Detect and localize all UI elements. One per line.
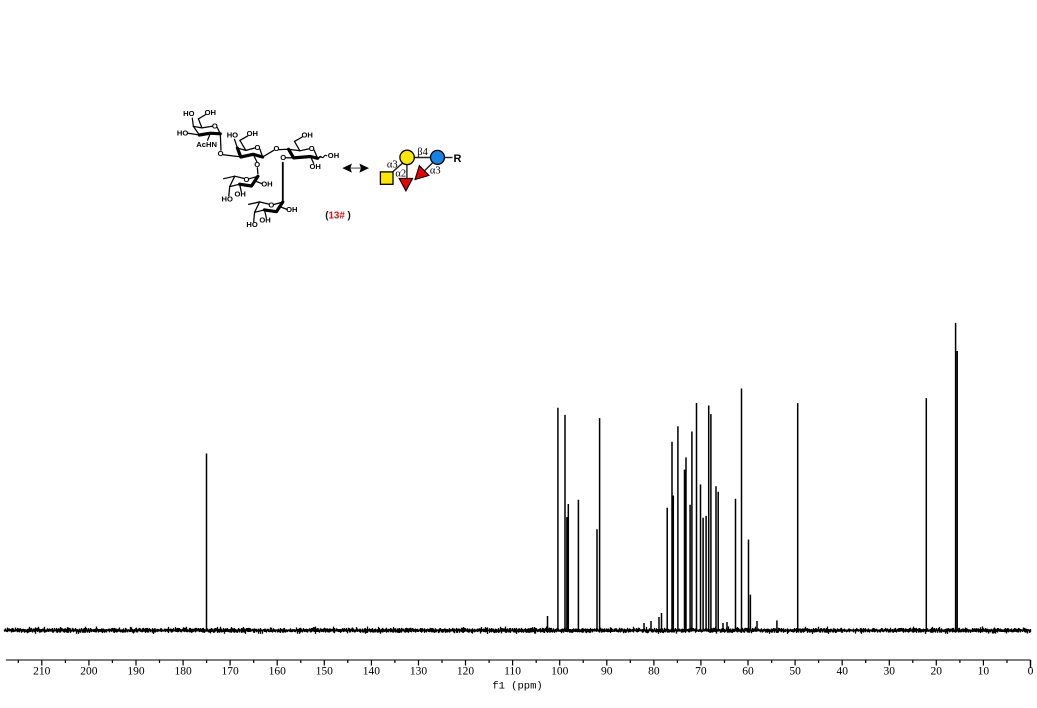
svg-text:120: 120 — [457, 666, 475, 678]
svg-text:OH: OH — [259, 215, 270, 224]
svg-text:110: 110 — [504, 666, 521, 678]
svg-text:AcHN: AcHN — [196, 140, 217, 149]
svg-text:OH: OH — [302, 131, 313, 140]
svg-text:170: 170 — [221, 666, 239, 678]
svg-text:HO: HO — [227, 130, 238, 139]
svg-text:70: 70 — [695, 666, 707, 678]
svg-text:0: 0 — [1028, 666, 1034, 678]
svg-text:160: 160 — [269, 666, 287, 678]
svg-text:O: O — [268, 201, 274, 210]
svg-text:R: R — [454, 153, 462, 165]
svg-text:180: 180 — [174, 666, 192, 678]
svg-text:O: O — [212, 121, 218, 130]
svg-text:(13# ): (13# ) — [325, 210, 351, 221]
svg-text:f1 (ppm): f1 (ppm) — [492, 681, 542, 693]
svg-text:O: O — [255, 143, 261, 152]
svg-text:α2: α2 — [395, 169, 406, 180]
svg-text:O: O — [218, 149, 224, 158]
svg-text:α3: α3 — [387, 160, 398, 171]
svg-text:210: 210 — [33, 666, 51, 678]
svg-text:O: O — [280, 153, 286, 162]
svg-text:OH: OH — [205, 108, 216, 117]
svg-text:10: 10 — [978, 666, 990, 678]
svg-text:90: 90 — [601, 666, 613, 678]
svg-text:60: 60 — [742, 666, 754, 678]
svg-text:50: 50 — [789, 666, 801, 678]
svg-text:30: 30 — [884, 666, 896, 678]
svg-text:130: 130 — [410, 666, 428, 678]
svg-text:HO: HO — [177, 128, 188, 137]
svg-text:HO: HO — [183, 109, 194, 118]
svg-text:OH: OH — [286, 205, 297, 214]
svg-text:150: 150 — [316, 666, 334, 678]
svg-text:O: O — [309, 144, 315, 153]
svg-text:140: 140 — [363, 666, 381, 678]
svg-text:190: 190 — [127, 666, 145, 678]
svg-text:β4: β4 — [417, 147, 428, 158]
svg-text:O: O — [243, 175, 249, 184]
svg-text:OH: OH — [261, 179, 272, 188]
svg-text:200: 200 — [80, 666, 98, 678]
svg-text:OH: OH — [235, 190, 246, 199]
svg-text:80: 80 — [648, 666, 660, 678]
svg-text:HO: HO — [222, 194, 233, 203]
svg-text:OH: OH — [328, 151, 339, 160]
svg-text:20: 20 — [931, 666, 943, 678]
svg-text:OH: OH — [247, 129, 258, 138]
svg-text:α3: α3 — [430, 165, 441, 176]
svg-text:OH: OH — [310, 162, 321, 171]
svg-text:O: O — [273, 144, 279, 153]
svg-text:100: 100 — [551, 666, 569, 678]
svg-text:40: 40 — [836, 666, 848, 678]
svg-text:O: O — [254, 160, 260, 169]
svg-text:HO: HO — [246, 220, 257, 229]
